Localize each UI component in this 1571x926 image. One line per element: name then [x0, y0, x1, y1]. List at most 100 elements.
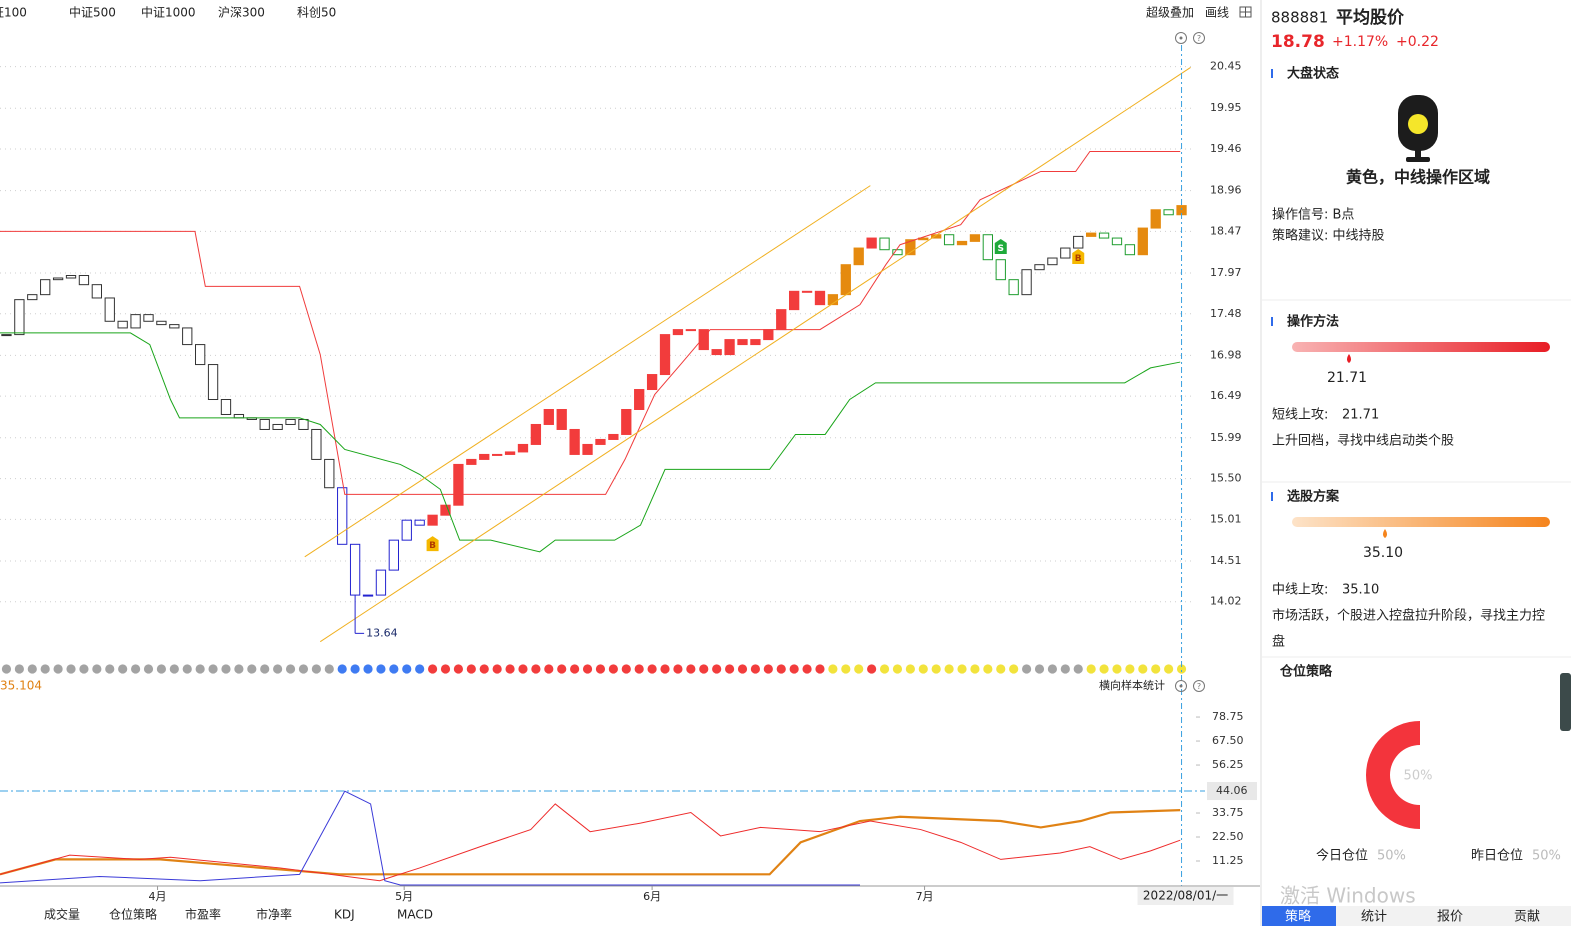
method-desc: 上升回档，寻找中线启动类个股 [1272, 434, 1454, 449]
section-title: 仓位策略 [1279, 664, 1333, 680]
top-tab[interactable]: 证100 [0, 6, 27, 20]
x-tick-label: 5月 [395, 890, 413, 903]
candle [259, 418, 270, 430]
x-tick-label: 7月 [916, 890, 934, 903]
candle [801, 290, 813, 293]
side-tab[interactable]: 贡献 [1514, 910, 1540, 925]
stock-price: 18.78 [1271, 32, 1325, 52]
candle [337, 487, 348, 545]
candle [517, 443, 529, 453]
gauge-bar [1292, 342, 1550, 352]
phase-dot [712, 664, 722, 674]
candle [905, 239, 916, 256]
traffic-light-icon [1398, 95, 1438, 162]
indicator-line [0, 809, 1181, 876]
top-tab[interactable]: 中证1000 [141, 5, 196, 20]
y-tick-label: 22.50 [1212, 830, 1244, 843]
candle [1111, 237, 1123, 246]
phase-dot [996, 664, 1006, 674]
phase-dot [841, 664, 851, 674]
sub-panel-title[interactable]: 横向样本统计 [1099, 678, 1165, 692]
indicator-tab[interactable]: KDJ [334, 908, 355, 922]
cursor-label: 2022/08/01/一 [1143, 889, 1228, 903]
phase-dot [686, 664, 696, 674]
phase-dot [427, 664, 438, 674]
candle [866, 237, 877, 249]
indicator-tab[interactable]: MACD [397, 908, 433, 922]
side-tab-active[interactable] [1262, 906, 1336, 926]
signal-marker [426, 536, 439, 552]
candle [156, 320, 167, 326]
candle [814, 290, 826, 306]
candle [827, 294, 839, 306]
candle [362, 594, 374, 597]
y-tick-label: 18.47 [1210, 224, 1242, 237]
candle [388, 539, 399, 571]
phase-dot [1047, 664, 1058, 674]
candle [789, 290, 800, 311]
pick-desc: 盘 [1272, 634, 1285, 650]
side-tab[interactable]: 统计 [1361, 910, 1387, 925]
yesterday-label: 昨日仓位 [1471, 849, 1523, 864]
side-tab[interactable]: 策略 [1285, 909, 1311, 925]
candle [195, 344, 206, 366]
gauge-value: 21.71 [1327, 370, 1367, 386]
candle [1150, 209, 1161, 229]
candle [414, 519, 425, 526]
y-tick-label: 14.02 [1210, 595, 1242, 608]
phase-dot [311, 664, 321, 674]
phase-dot [1099, 664, 1109, 674]
phase-dot [983, 664, 993, 674]
phase-dot [376, 664, 386, 674]
y-tick-label: 19.95 [1210, 101, 1242, 114]
side-handle[interactable] [1560, 673, 1571, 731]
side-tabs-bg [1336, 906, 1571, 926]
indicator-tab[interactable]: 市净率 [256, 907, 292, 922]
phase-dot [402, 664, 412, 674]
phase-dot [324, 664, 334, 674]
toolbar-button[interactable]: 超级叠加 [1146, 5, 1194, 20]
help-icons[interactable]: ? ? [1175, 32, 1205, 692]
change-pct: +1.17% [1332, 34, 1388, 50]
yesterday-value: 50% [1532, 849, 1561, 864]
phase-dot [337, 664, 347, 674]
candle [1086, 232, 1097, 237]
phase-dot [544, 664, 554, 674]
candle [375, 569, 387, 596]
indicator-tab[interactable]: 仓位策略 [109, 907, 157, 922]
top-tab[interactable]: 中证500 [69, 5, 116, 20]
section-title: 选股方案 [1287, 489, 1340, 505]
phase-dot [156, 664, 167, 674]
phase-dot [944, 664, 954, 674]
candle [969, 234, 981, 242]
top-tab[interactable]: 沪深300 [218, 6, 265, 20]
candle [1137, 227, 1148, 256]
section-title: 操作方法 [1287, 314, 1339, 330]
phase-dot [40, 664, 50, 674]
signal-marker [994, 239, 1007, 255]
y-tick-label: 33.75 [1212, 806, 1244, 819]
candle [91, 284, 102, 299]
phase-dot [1060, 664, 1070, 674]
indicator-tab[interactable]: 市盈率 [185, 907, 221, 922]
y-tick-label: 67.50 [1212, 734, 1244, 747]
y-tick-label: 15.99 [1210, 431, 1242, 444]
layout-icon[interactable] [1239, 6, 1252, 18]
indicator-tab[interactable]: 成交量 [44, 907, 80, 922]
advice: 策略建议: 中线持股 [1272, 228, 1385, 244]
toolbar-button[interactable]: 画线 [1205, 6, 1229, 20]
indicator-line [0, 332, 1181, 553]
phase-dot [273, 664, 283, 674]
phase-dot [182, 664, 192, 674]
side-tab[interactable]: 报价 [1437, 910, 1463, 925]
phase-dot [363, 664, 373, 674]
phase-dot [699, 664, 709, 674]
candle [879, 237, 890, 251]
phase-dot [492, 664, 502, 674]
reference-box [1207, 782, 1257, 801]
phase-dot [608, 664, 618, 674]
top-tab[interactable]: 科创50 [297, 6, 336, 20]
stock-code: 888881 [1271, 9, 1328, 27]
gauge-value: 35.10 [1363, 545, 1403, 561]
today-value: 50% [1377, 849, 1406, 864]
